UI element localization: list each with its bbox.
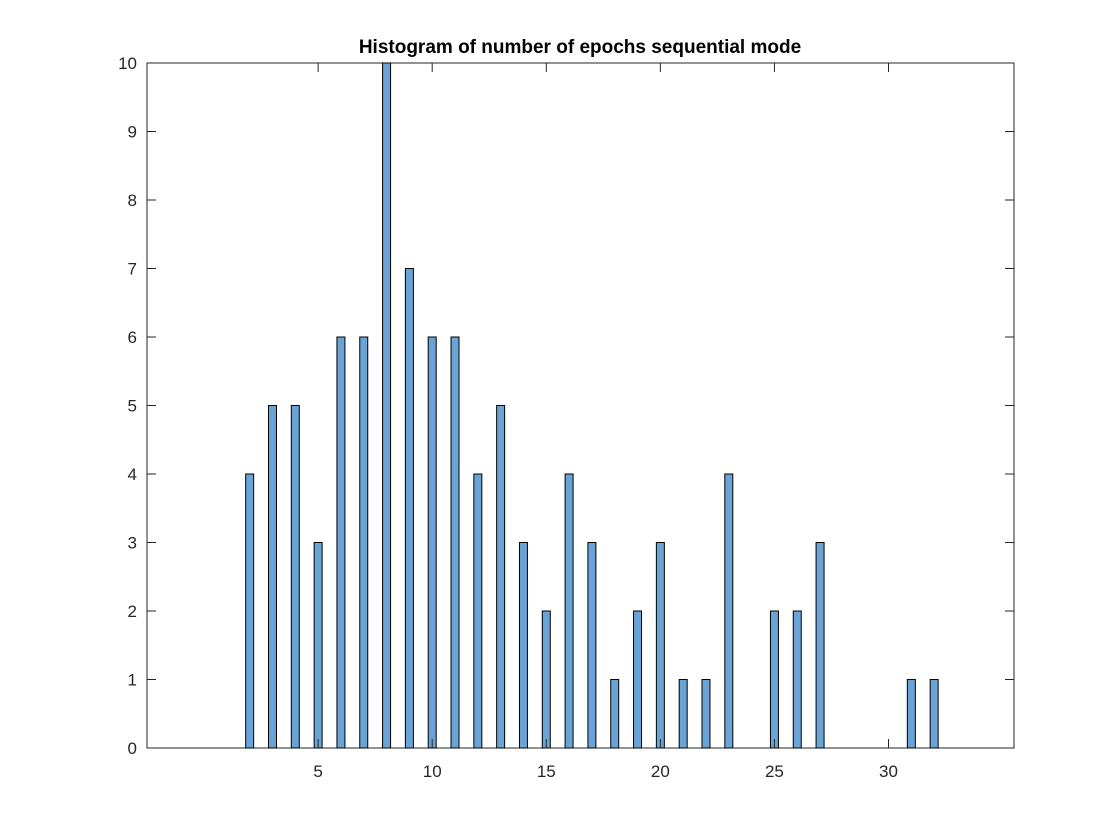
histogram-bar (290, 405, 300, 749)
x-tick-label: 5 (313, 762, 322, 781)
x-tick-label: 15 (537, 762, 556, 781)
y-tick-label: 7 (128, 260, 137, 279)
histogram-bar (769, 610, 779, 749)
histogram-bar (541, 610, 551, 749)
y-tick-label: 5 (128, 397, 137, 416)
histogram-bar (724, 473, 734, 749)
histogram-bar (267, 405, 277, 749)
y-tick-label: 9 (128, 123, 137, 142)
histogram-bar (313, 542, 323, 749)
plot-area-frame (146, 62, 1015, 749)
y-tick-label: 6 (128, 328, 137, 347)
histogram-bar (633, 610, 643, 749)
histogram-bar (245, 473, 255, 749)
histogram-bar (564, 473, 574, 749)
histogram-bar (610, 679, 620, 749)
y-tick-label: 4 (128, 465, 137, 484)
x-tick-label: 20 (651, 762, 670, 781)
y-tick-label: 8 (128, 191, 137, 210)
histogram-bar (359, 336, 369, 749)
axis-tick-labels-group: 0 1 2 3 4 5 6 7 8 9 10 5 10 15 20 25 30 (118, 54, 898, 781)
x-tick-label: 10 (423, 762, 442, 781)
histogram-bar (404, 268, 414, 749)
histogram-bar (792, 610, 802, 749)
histogram-bar (518, 542, 528, 749)
histogram-bar (655, 542, 665, 749)
histogram-bar (587, 542, 597, 749)
histogram-bar (473, 473, 483, 749)
histogram-bar (496, 405, 506, 749)
histogram-bar (382, 62, 392, 749)
y-tick-label: 2 (128, 602, 137, 621)
histogram-bar (678, 679, 688, 749)
axis-ticks-group (147, 62, 1014, 749)
histogram-bar (427, 336, 437, 749)
y-tick-label: 10 (118, 54, 137, 73)
histogram-bar (815, 542, 825, 749)
y-tick-label: 1 (128, 671, 137, 690)
histogram-bar (929, 679, 939, 749)
histogram-bar (906, 679, 916, 749)
x-tick-label: 30 (879, 762, 898, 781)
histogram-bar (450, 336, 460, 749)
bars-group (245, 62, 939, 749)
x-tick-label: 25 (765, 762, 784, 781)
y-tick-label: 3 (128, 534, 137, 553)
y-tick-label: 0 (128, 739, 137, 758)
chart-title: Histogram of number of epochs sequential… (359, 37, 801, 58)
histogram-bar (701, 679, 711, 749)
histogram-bar (336, 336, 346, 749)
